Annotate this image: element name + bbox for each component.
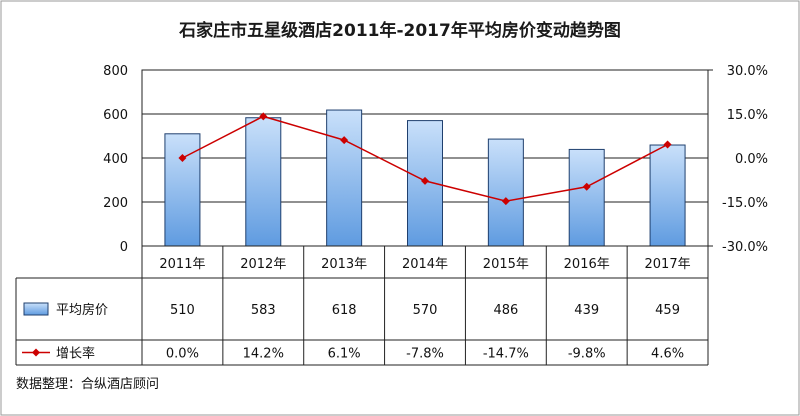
y2-tick-label: 0.0% [735,152,768,167]
bar [649,144,686,247]
line-point [663,140,672,149]
bar [245,117,282,247]
x-tick-label: 2012年 [240,257,286,272]
data-table: 2011年 2012年 2013年 2014年 2015年 2016年 2017年平均房价增… [15,245,709,366]
y2-tick-label: 15.0% [727,108,768,123]
data-label: 510 [170,303,195,318]
data-label: 0.0% [166,347,199,362]
x-tick-label: 2017年 [645,257,691,272]
line-layer [178,112,672,206]
legend-swatch-marker [32,348,40,357]
data-label: 583 [251,303,276,318]
data-label: 6.1% [328,347,361,362]
data-label: -9.8% [568,347,606,362]
data-label: 486 [493,303,518,318]
x-tick-label: 2011年 [159,257,205,272]
legend-swatch-bar [23,302,49,316]
y-tick-label: 800 [103,64,128,79]
data-label: -14.7% [483,347,529,362]
y-tick-label: 400 [103,152,128,167]
data-label: 4.6% [651,347,684,362]
x-tick-label: 2013年 [321,257,367,272]
data-label: 439 [574,303,599,318]
x-tick-label: 2015年 [483,257,529,272]
data-label: 570 [413,303,438,318]
bar [326,109,363,247]
data-label: 459 [655,303,680,318]
line-point [501,197,510,206]
y-tick-label: 600 [103,108,128,123]
line-point [421,176,429,185]
axis-layer: 0 200 400 600 800 -30.0% -15.0% 0.0% 15.0% 30.0% [103,64,768,255]
line-point [259,112,268,121]
y2-tick-label: -30.0% [722,240,768,255]
x-tick-label: 2014年 [402,257,448,272]
source-note: 数据整理：合纵酒店顾问 [16,377,159,392]
y2-tick-label: -15.0% [722,196,768,211]
bar [487,138,524,247]
line-point [178,154,187,162]
legend-label: 增长率 [56,346,95,362]
y2-tick-label: 30.0% [727,64,768,79]
chart-title: 石家庄市五星级酒店2011年-2017年平均房价变动趋势图 [178,20,621,41]
line-point [582,182,591,191]
data-label: 14.2% [243,347,284,362]
bar [568,148,605,247]
bar [164,133,201,247]
x-tick-label: 2016年 [564,257,610,272]
y-tick-label: 0 [120,240,128,255]
data-label: 618 [332,303,357,318]
data-label: -7.8% [406,347,444,362]
legend-label: 平均房价 [56,302,108,318]
y-tick-label: 200 [103,196,128,211]
line-point [340,136,349,145]
